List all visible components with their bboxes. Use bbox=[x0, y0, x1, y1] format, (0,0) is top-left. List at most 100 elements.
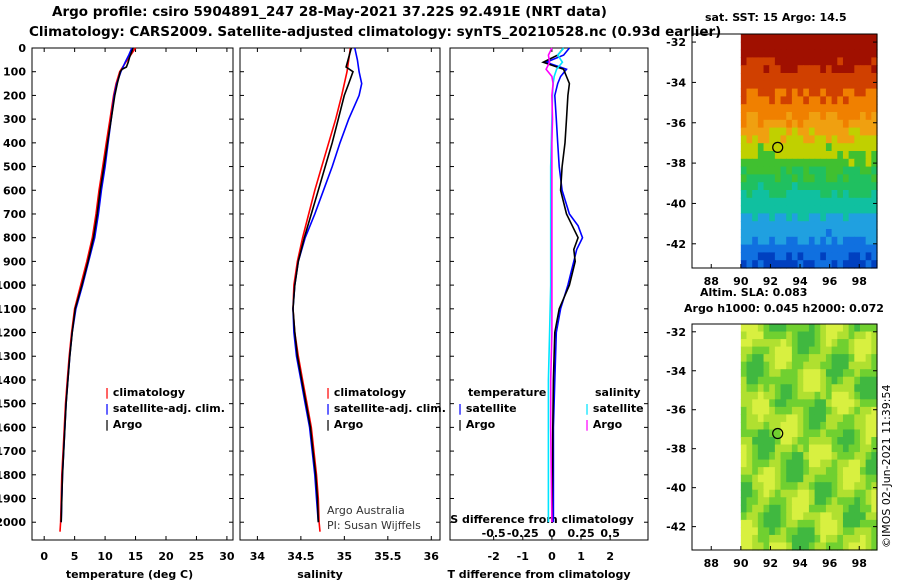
sst-cell bbox=[831, 88, 838, 97]
sla-cell bbox=[848, 391, 855, 400]
sla-cell bbox=[820, 391, 827, 400]
sla-cell bbox=[740, 512, 748, 521]
sst-cell bbox=[808, 205, 816, 214]
sla-cell bbox=[825, 331, 833, 340]
sla-cell bbox=[808, 429, 816, 438]
sst-cell bbox=[837, 57, 844, 66]
sla-cell bbox=[825, 489, 833, 498]
sst-cell bbox=[848, 119, 855, 129]
sla-cell bbox=[774, 346, 782, 355]
sst-cell bbox=[769, 49, 776, 58]
x2-tick-label: 0 bbox=[548, 527, 556, 540]
sla-cell bbox=[752, 497, 759, 506]
sla-cell bbox=[791, 346, 799, 355]
sla-cell bbox=[848, 542, 855, 551]
sst-cell bbox=[831, 41, 838, 51]
sst-cell bbox=[854, 104, 861, 113]
sst-cell bbox=[825, 143, 833, 152]
sst-cell bbox=[842, 135, 850, 144]
sla-cell bbox=[848, 354, 855, 363]
sla-cell bbox=[763, 429, 770, 438]
sla-cell bbox=[859, 324, 867, 333]
sst-cell bbox=[774, 205, 782, 214]
sla-cell bbox=[780, 414, 787, 423]
sla-cell bbox=[791, 437, 799, 446]
sla-cell bbox=[780, 459, 787, 468]
sst-cell bbox=[774, 244, 782, 253]
map-frame bbox=[691, 323, 878, 551]
sla-cell bbox=[871, 421, 878, 431]
sst-cell bbox=[825, 205, 833, 214]
sla-cell bbox=[786, 459, 793, 468]
sla-cell bbox=[831, 339, 838, 348]
sla-cell bbox=[859, 331, 867, 340]
sla-cell bbox=[757, 519, 765, 528]
sst-cell bbox=[814, 213, 821, 222]
sla-cell bbox=[831, 459, 838, 468]
sst-cell bbox=[769, 229, 776, 238]
sst-cell bbox=[808, 80, 816, 90]
sst-cell bbox=[803, 182, 810, 191]
sst-cell bbox=[757, 65, 765, 74]
y-tick-label: 1300 bbox=[0, 350, 26, 363]
sst-cell bbox=[797, 213, 804, 222]
sla-cell bbox=[859, 452, 867, 461]
sst-cell bbox=[791, 73, 799, 82]
sst-cell bbox=[752, 112, 759, 121]
sst-cell bbox=[803, 104, 810, 113]
sla-cell bbox=[859, 421, 867, 431]
sst-cell bbox=[780, 166, 787, 175]
sla-cell bbox=[757, 399, 765, 408]
sla-cell bbox=[769, 504, 776, 513]
sst-cell bbox=[763, 151, 770, 160]
sst-cell bbox=[842, 190, 850, 199]
sla-cell bbox=[757, 376, 765, 385]
sst-cell bbox=[763, 41, 770, 51]
sla-cell bbox=[825, 504, 833, 513]
sst-cell bbox=[763, 252, 770, 261]
sla-cell bbox=[780, 361, 787, 370]
sla-cell bbox=[854, 421, 861, 431]
sla-cell bbox=[808, 452, 816, 461]
sst-cell bbox=[780, 119, 787, 129]
sla-cell bbox=[791, 497, 799, 506]
sla-cell bbox=[814, 346, 821, 355]
sla-cell bbox=[820, 512, 827, 521]
sla-cell bbox=[814, 414, 821, 423]
sst-cell bbox=[837, 112, 844, 121]
sst-cell bbox=[791, 174, 799, 183]
sst-cell bbox=[825, 166, 833, 175]
sla-cell bbox=[837, 421, 844, 431]
sst-cell bbox=[803, 229, 810, 238]
sst-cell bbox=[831, 174, 838, 183]
sst-cell bbox=[842, 80, 850, 90]
sla-cell bbox=[780, 452, 787, 461]
sst-cell bbox=[769, 135, 776, 144]
sla-cell bbox=[746, 339, 753, 348]
sst-cell bbox=[820, 57, 827, 66]
sla-cell bbox=[831, 437, 838, 446]
sla-cell bbox=[854, 527, 861, 536]
sst-cell bbox=[814, 119, 821, 129]
sla-cell bbox=[746, 482, 753, 491]
sst-cell bbox=[740, 236, 748, 246]
sla-cell bbox=[803, 369, 810, 378]
sst-cell bbox=[774, 174, 782, 183]
sla-cell bbox=[837, 429, 844, 438]
map-frame bbox=[691, 33, 878, 269]
sla-cell bbox=[842, 339, 850, 348]
sla-cell bbox=[740, 421, 748, 431]
sla-cell bbox=[831, 519, 838, 528]
sla-cell bbox=[871, 391, 878, 400]
sla-cell bbox=[763, 489, 770, 498]
sst-cell bbox=[740, 135, 748, 144]
sst-cell bbox=[865, 112, 872, 121]
sst-cell bbox=[842, 34, 850, 43]
sst-cell bbox=[814, 190, 821, 199]
sla-cell bbox=[842, 406, 850, 415]
sst-cell bbox=[837, 236, 844, 246]
x2-tick-label: 0.25 bbox=[567, 527, 594, 540]
sst-cell bbox=[757, 205, 765, 214]
sst-cell bbox=[842, 205, 850, 214]
sla-cell bbox=[871, 361, 878, 370]
